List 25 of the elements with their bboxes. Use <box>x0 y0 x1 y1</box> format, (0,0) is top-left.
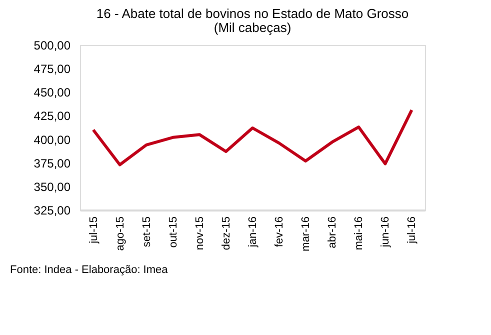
x-tick-label: jul-15 <box>88 216 100 244</box>
x-tick-label: jan-16 <box>247 216 259 248</box>
y-tick-label: 325,00 <box>34 204 71 218</box>
x-tick-label: out-15 <box>167 216 180 248</box>
chart-title: 16 - Abate total de bovinos no Estado de Mato Grosso <box>96 6 409 21</box>
x-tick-label: abr-16 <box>326 216 339 248</box>
x-tick-label: jul-16 <box>406 216 418 244</box>
y-tick-label: 450,00 <box>34 86 71 100</box>
x-tick-label: fev-16 <box>274 216 286 248</box>
x-tick-label: ago-15 <box>114 216 126 251</box>
x-tick-label: set-15 <box>140 216 153 248</box>
x-tick-label: nov-15 <box>194 216 206 250</box>
x-tick-label: mai-16 <box>353 216 366 250</box>
x-tick-label: jun-16 <box>380 216 392 248</box>
source-note: Fonte: Indea - Elaboração: Imea <box>10 264 169 276</box>
y-tick-label: 400,00 <box>34 132 71 147</box>
x-tick-label: mar-16 <box>300 216 312 252</box>
chart-subtitle: (Mil cabeças) <box>214 20 292 35</box>
y-tick-label: 375,00 <box>34 156 71 170</box>
line-series <box>92 108 414 166</box>
y-tick-label: 425,00 <box>34 109 71 124</box>
x-tick-label: dez-15 <box>220 216 232 250</box>
y-tick-label: 475,00 <box>34 62 71 76</box>
y-tick-label: 500,00 <box>34 38 71 52</box>
y-tick-label: 350,00 <box>34 180 71 194</box>
